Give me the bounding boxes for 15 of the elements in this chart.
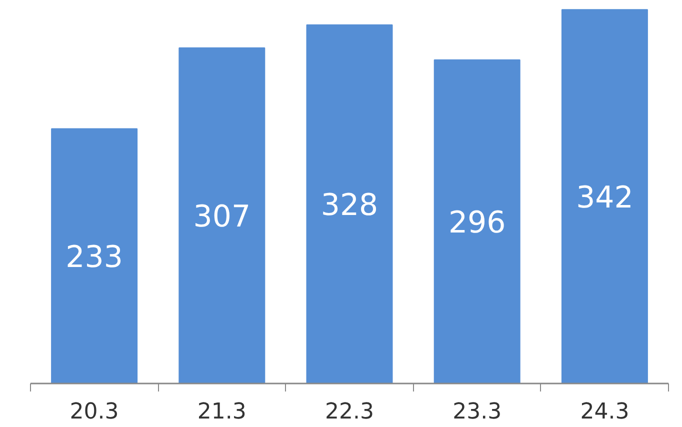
data-label: 233 [66,240,123,276]
data-label: 342 [576,180,634,216]
bar [178,47,266,384]
bar [561,9,648,384]
x-tick-label: 24.3 [580,400,630,424]
data-label: 328 [320,188,378,224]
bar [51,128,138,384]
bar [306,24,393,384]
x-tick-label: 21.3 [197,400,246,424]
x-tick-label: 22.3 [325,400,374,424]
data-label: 307 [193,200,251,235]
x-tick-label: 20.3 [70,400,119,424]
x-tick-label: 23.3 [452,400,502,424]
data-label: 296 [448,206,506,241]
bar [434,59,520,384]
